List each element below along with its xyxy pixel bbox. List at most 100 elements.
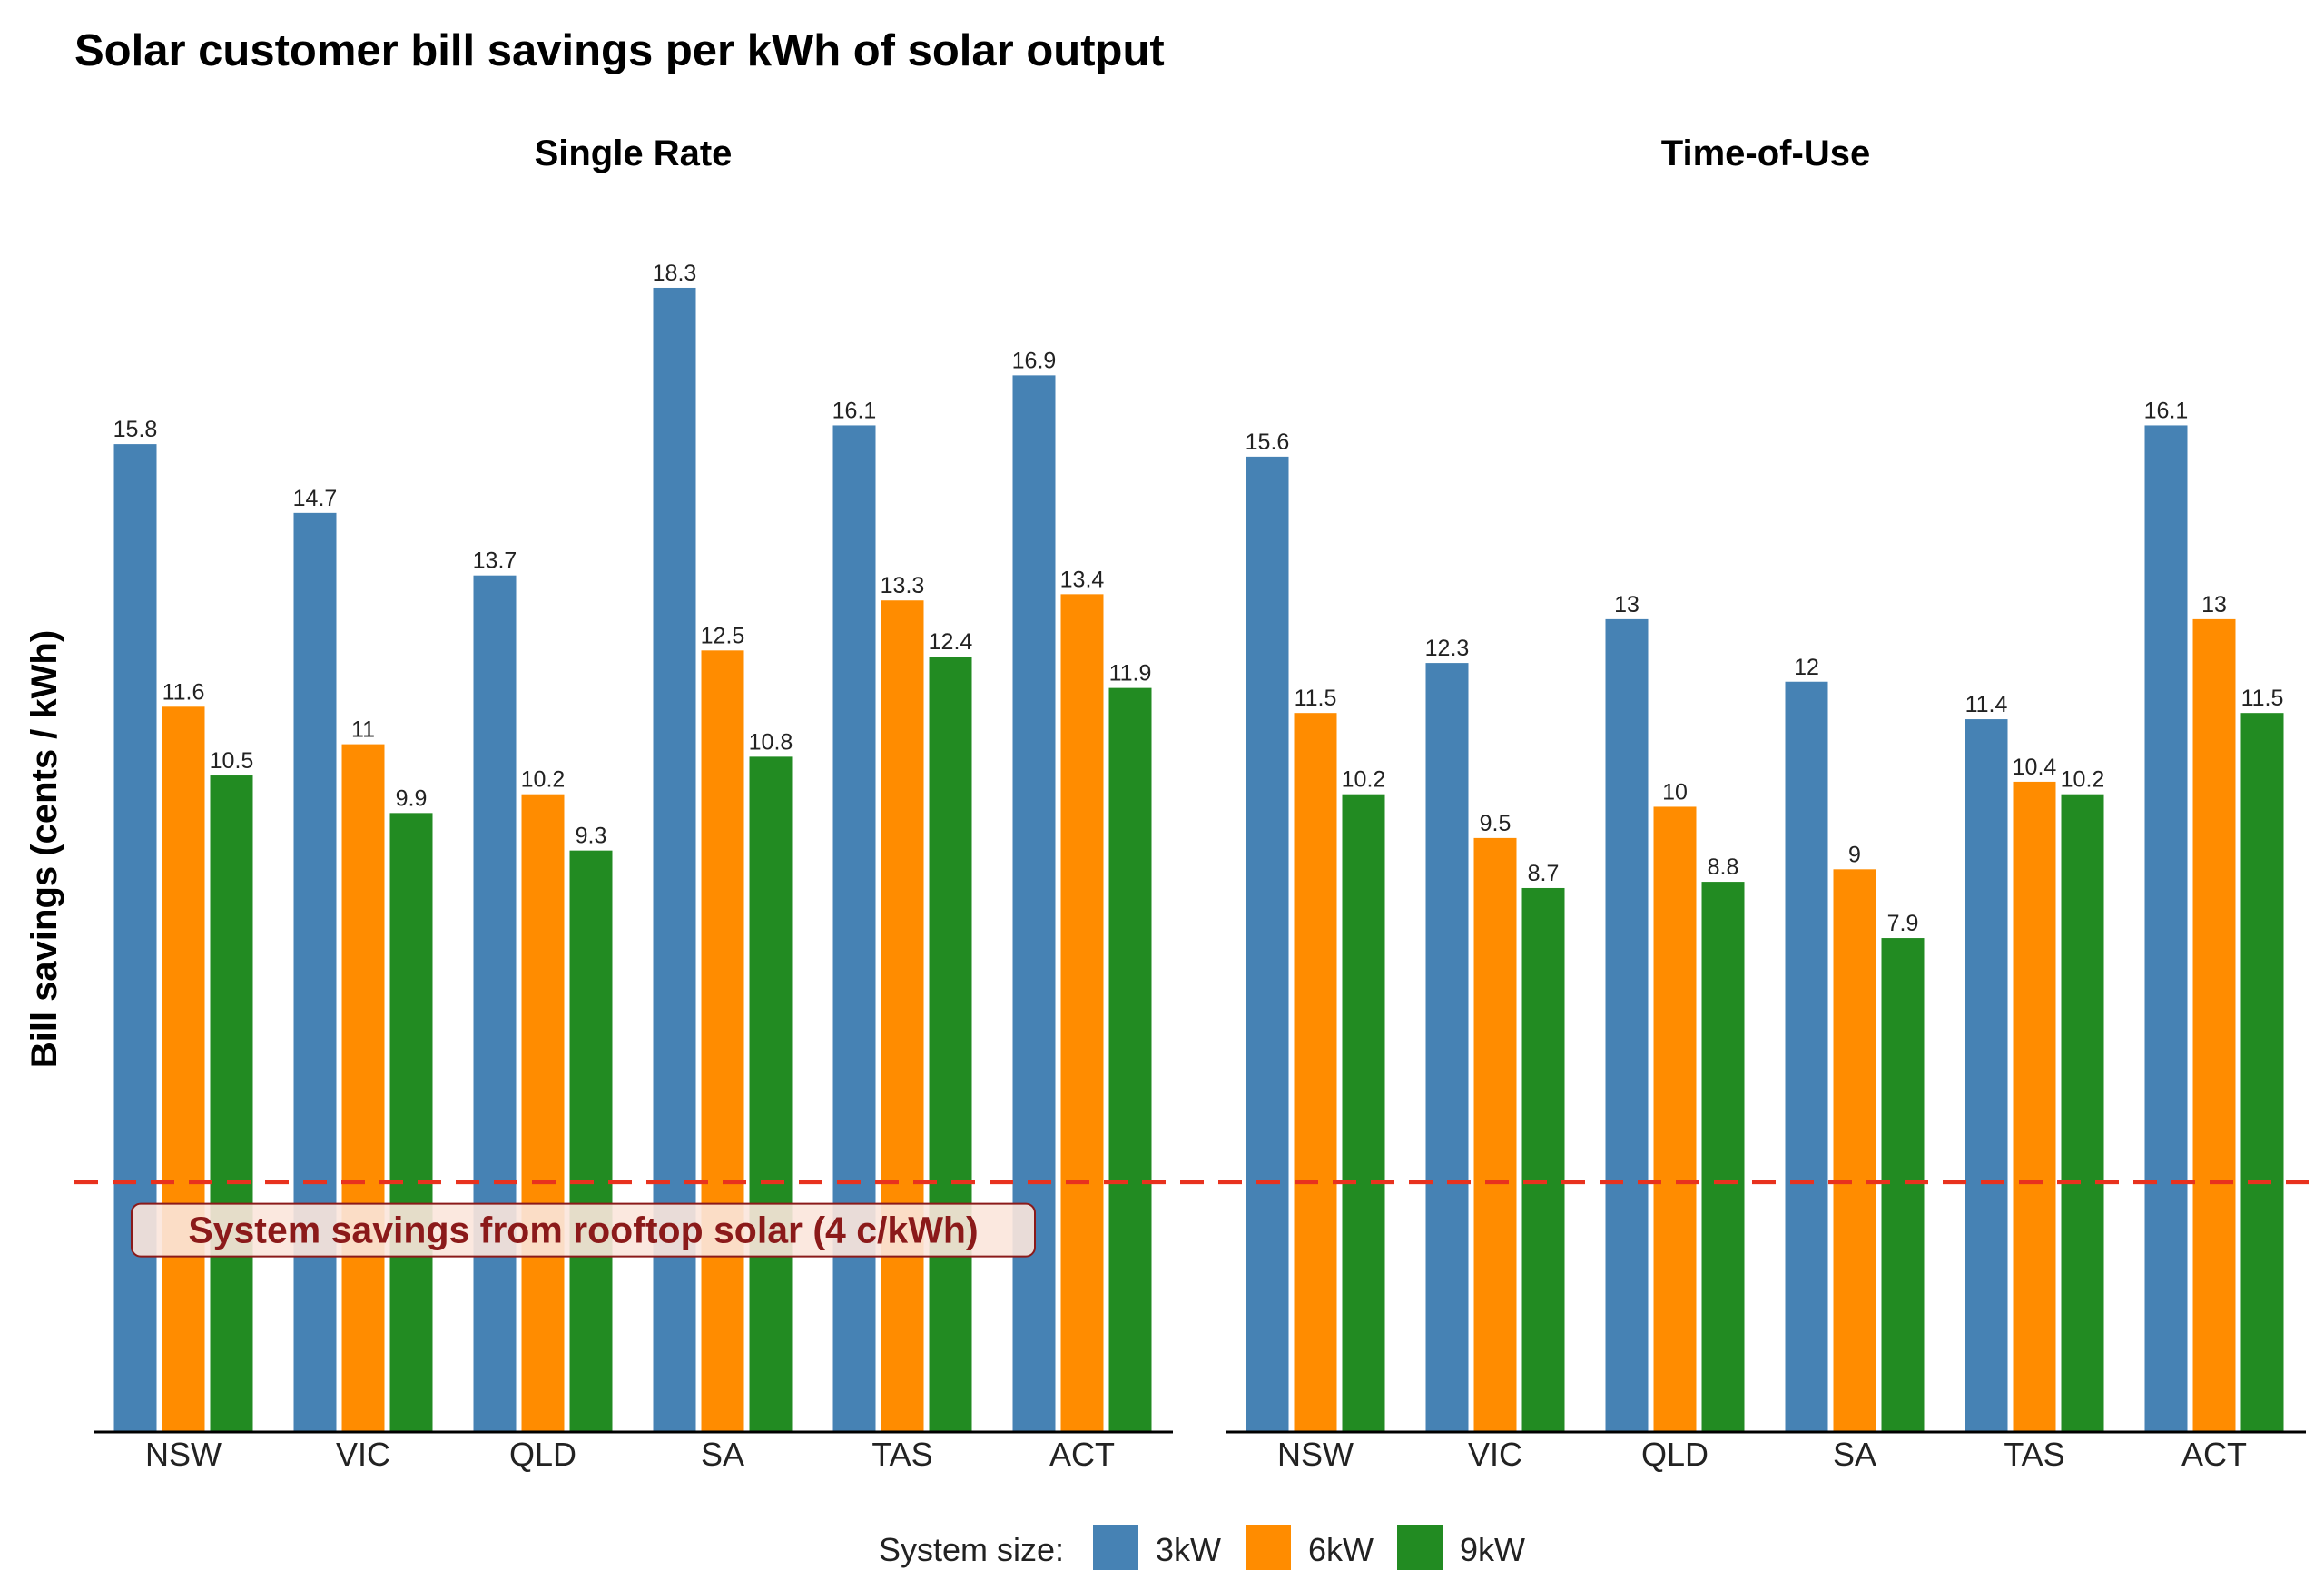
reference-line-group: System savings from rooftop solar (4 c/k…: [74, 1180, 2324, 1258]
data-label: 7.9: [1887, 911, 1919, 936]
x-tick-label: ACT: [1049, 1436, 1115, 1473]
legend-item-9kw: 9kW: [1397, 1525, 1525, 1570]
data-label: 9.3: [576, 824, 607, 849]
bar-act-9kw: [2240, 713, 2284, 1432]
x-tick-label: QLD: [509, 1436, 576, 1473]
bar-vic-9kw: [1521, 887, 1565, 1432]
data-label: 9.9: [396, 785, 428, 811]
annotation-box: [131, 1202, 1036, 1258]
bar-act-3kw: [1012, 375, 1056, 1432]
bar-qld-6kw: [1653, 806, 1697, 1432]
x-tick-label: ACT: [2181, 1436, 2247, 1473]
x-tick-label: QLD: [1641, 1436, 1709, 1473]
panel-time-of-use: Time-of-Use 15.6 11.5 10.2 NSW 12.3 9.5 8.7 VIC 1…: [1226, 133, 2306, 1473]
x-tick-label: SA: [701, 1436, 744, 1473]
bar-sa-9kw: [1881, 938, 1925, 1432]
bar-tas-6kw: [881, 600, 924, 1432]
data-label: 9: [1848, 842, 1861, 867]
x-tick-label: SA: [1833, 1436, 1876, 1473]
x-tick-label: NSW: [1277, 1436, 1354, 1473]
bar-tas-3kw: [832, 425, 876, 1433]
data-label: 12.5: [701, 623, 745, 648]
legend-title: System size:: [879, 1531, 1064, 1568]
data-label: 11.6: [162, 679, 205, 705]
bar-nsw-6kw: [1294, 713, 1337, 1432]
data-label: 13.3: [881, 573, 925, 598]
bar-qld-9kw: [569, 850, 613, 1432]
bar-nsw-3kw: [1246, 456, 1289, 1432]
data-label: 11.4: [1965, 692, 2008, 717]
data-label: 10.2: [2061, 767, 2105, 793]
data-label: 16.1: [2144, 398, 2189, 423]
panel-title: Single Rate: [535, 133, 733, 173]
data-label: 10.2: [521, 767, 566, 793]
legend-swatch-3kw: [1093, 1525, 1138, 1570]
bar-nsw-9kw: [210, 775, 253, 1432]
data-label: 14.7: [293, 486, 338, 511]
panel-single-rate: Single Rate 15.8 11.6 10.5 NSW 14.7 11 9.9 VIC 13…: [94, 133, 1173, 1473]
bar-sa-6kw: [701, 650, 744, 1432]
data-label: 12: [1794, 655, 1819, 680]
bar-qld-9kw: [1701, 882, 1745, 1432]
bar-vic-6kw: [341, 744, 385, 1432]
legend-swatch-9kw: [1397, 1525, 1443, 1570]
bar-tas-9kw: [2061, 794, 2104, 1432]
data-label: 15.8: [113, 417, 158, 442]
panel-title: Time-of-Use: [1661, 133, 1870, 173]
bar-tas-6kw: [2013, 781, 2056, 1432]
bar-nsw-6kw: [162, 706, 205, 1432]
bar-tas-3kw: [1965, 719, 2008, 1432]
bar-qld-3kw: [473, 575, 517, 1432]
bar-sa-3kw: [653, 287, 696, 1432]
data-label: 13: [2201, 592, 2227, 617]
legend-item-6kw: 6kW: [1246, 1525, 1374, 1570]
legend-swatch-6kw: [1246, 1525, 1291, 1570]
bar-nsw-3kw: [113, 444, 157, 1433]
x-tick-label: VIC: [1468, 1436, 1522, 1473]
bar-vic-3kw: [1425, 663, 1469, 1432]
bar-qld-3kw: [1605, 618, 1649, 1432]
bar-vic-6kw: [1473, 837, 1517, 1432]
bar-vic-9kw: [389, 813, 433, 1432]
data-label: 9.5: [1480, 811, 1512, 836]
data-label: 10.4: [2013, 755, 2057, 780]
data-label: 13.4: [1060, 567, 1105, 592]
data-label: 8.8: [1708, 854, 1739, 880]
data-label: 12.3: [1425, 636, 1470, 661]
bar-sa-6kw: [1833, 869, 1876, 1432]
legend-label: 9kW: [1460, 1531, 1525, 1568]
x-tick-label: VIC: [336, 1436, 390, 1473]
data-label: 18.3: [653, 261, 697, 286]
data-label: 10.2: [1342, 767, 1386, 793]
reference-line-label: System savings from rooftop solar (4 c/k…: [131, 1202, 1036, 1258]
bar-act-9kw: [1108, 687, 1152, 1432]
bar-sa-3kw: [1785, 681, 1828, 1432]
data-label: 16.1: [832, 398, 877, 423]
bar-act-3kw: [2144, 425, 2188, 1433]
data-label: 15.6: [1246, 430, 1290, 455]
annotation-text: System savings from rooftop solar (4 c/k…: [188, 1210, 978, 1251]
legend-item-3kw: 3kW: [1093, 1525, 1221, 1570]
x-tick-label: TAS: [872, 1436, 932, 1473]
bar-sa-9kw: [749, 756, 793, 1432]
x-tick-label: TAS: [2004, 1436, 2064, 1473]
data-label: 11: [351, 717, 375, 743]
legend-label: 6kW: [1308, 1531, 1374, 1568]
bar-nsw-9kw: [1342, 794, 1385, 1432]
data-label: 10.5: [210, 748, 254, 774]
bar-tas-9kw: [929, 657, 972, 1432]
bar-vic-3kw: [293, 512, 337, 1432]
y-axis-title: Bill savings (cents / kWh): [25, 630, 64, 1068]
bar-act-6kw: [2192, 618, 2236, 1432]
data-label: 16.9: [1012, 348, 1057, 373]
data-label: 8.7: [1528, 861, 1560, 886]
data-label: 11.5: [2241, 686, 2284, 711]
data-label: 11.9: [1109, 661, 1152, 686]
legend-label: 3kW: [1156, 1531, 1221, 1568]
x-tick-label: NSW: [145, 1436, 222, 1473]
data-label: 10: [1662, 779, 1688, 805]
data-label: 13: [1614, 592, 1640, 617]
chart-title: Solar customer bill savings per kWh of s…: [74, 26, 1165, 75]
data-label: 13.7: [473, 548, 517, 574]
